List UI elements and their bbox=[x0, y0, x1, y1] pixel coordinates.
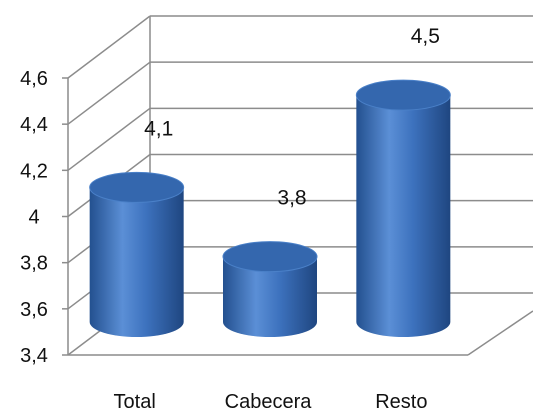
bar-body bbox=[223, 256, 317, 337]
gridline-side bbox=[67, 61, 151, 125]
bar-top bbox=[89, 171, 185, 203]
bar-total bbox=[89, 171, 185, 337]
gridline-side bbox=[67, 107, 151, 171]
y-tick-label: 4,4 bbox=[20, 114, 48, 136]
y-tick-label: 4 bbox=[28, 207, 39, 229]
labels: 4,1 Total 3,8 Cabecera 4,5 Resto bbox=[114, 25, 440, 413]
data-label: 4,5 bbox=[411, 25, 440, 48]
y-axis: 3,4 3,6 3,8 4 4,2 4,4 4,6 bbox=[20, 16, 533, 367]
bar-body bbox=[356, 95, 451, 337]
x-category-label: Cabecera bbox=[225, 391, 313, 413]
data-label: 4,1 bbox=[144, 117, 173, 140]
bar-body bbox=[89, 187, 184, 337]
y-tick-label: 3,6 bbox=[20, 299, 48, 321]
gridline-side bbox=[67, 15, 151, 79]
bar-top bbox=[222, 241, 318, 273]
bars bbox=[89, 79, 451, 337]
y-tick-label: 3,4 bbox=[20, 345, 48, 367]
y-tick-label: 3,8 bbox=[20, 253, 48, 275]
bar-cabecera bbox=[222, 241, 318, 337]
gridlines bbox=[67, 15, 533, 356]
y-tick-label: 4,6 bbox=[20, 68, 48, 90]
data-label: 3,8 bbox=[277, 187, 306, 210]
floor-right-edge bbox=[467, 310, 533, 356]
y-tick-label: 4,2 bbox=[20, 160, 48, 182]
bar-top bbox=[355, 79, 451, 111]
x-category-label: Resto bbox=[375, 391, 427, 413]
x-category-label: Total bbox=[114, 391, 156, 413]
bar-resto bbox=[355, 79, 451, 337]
